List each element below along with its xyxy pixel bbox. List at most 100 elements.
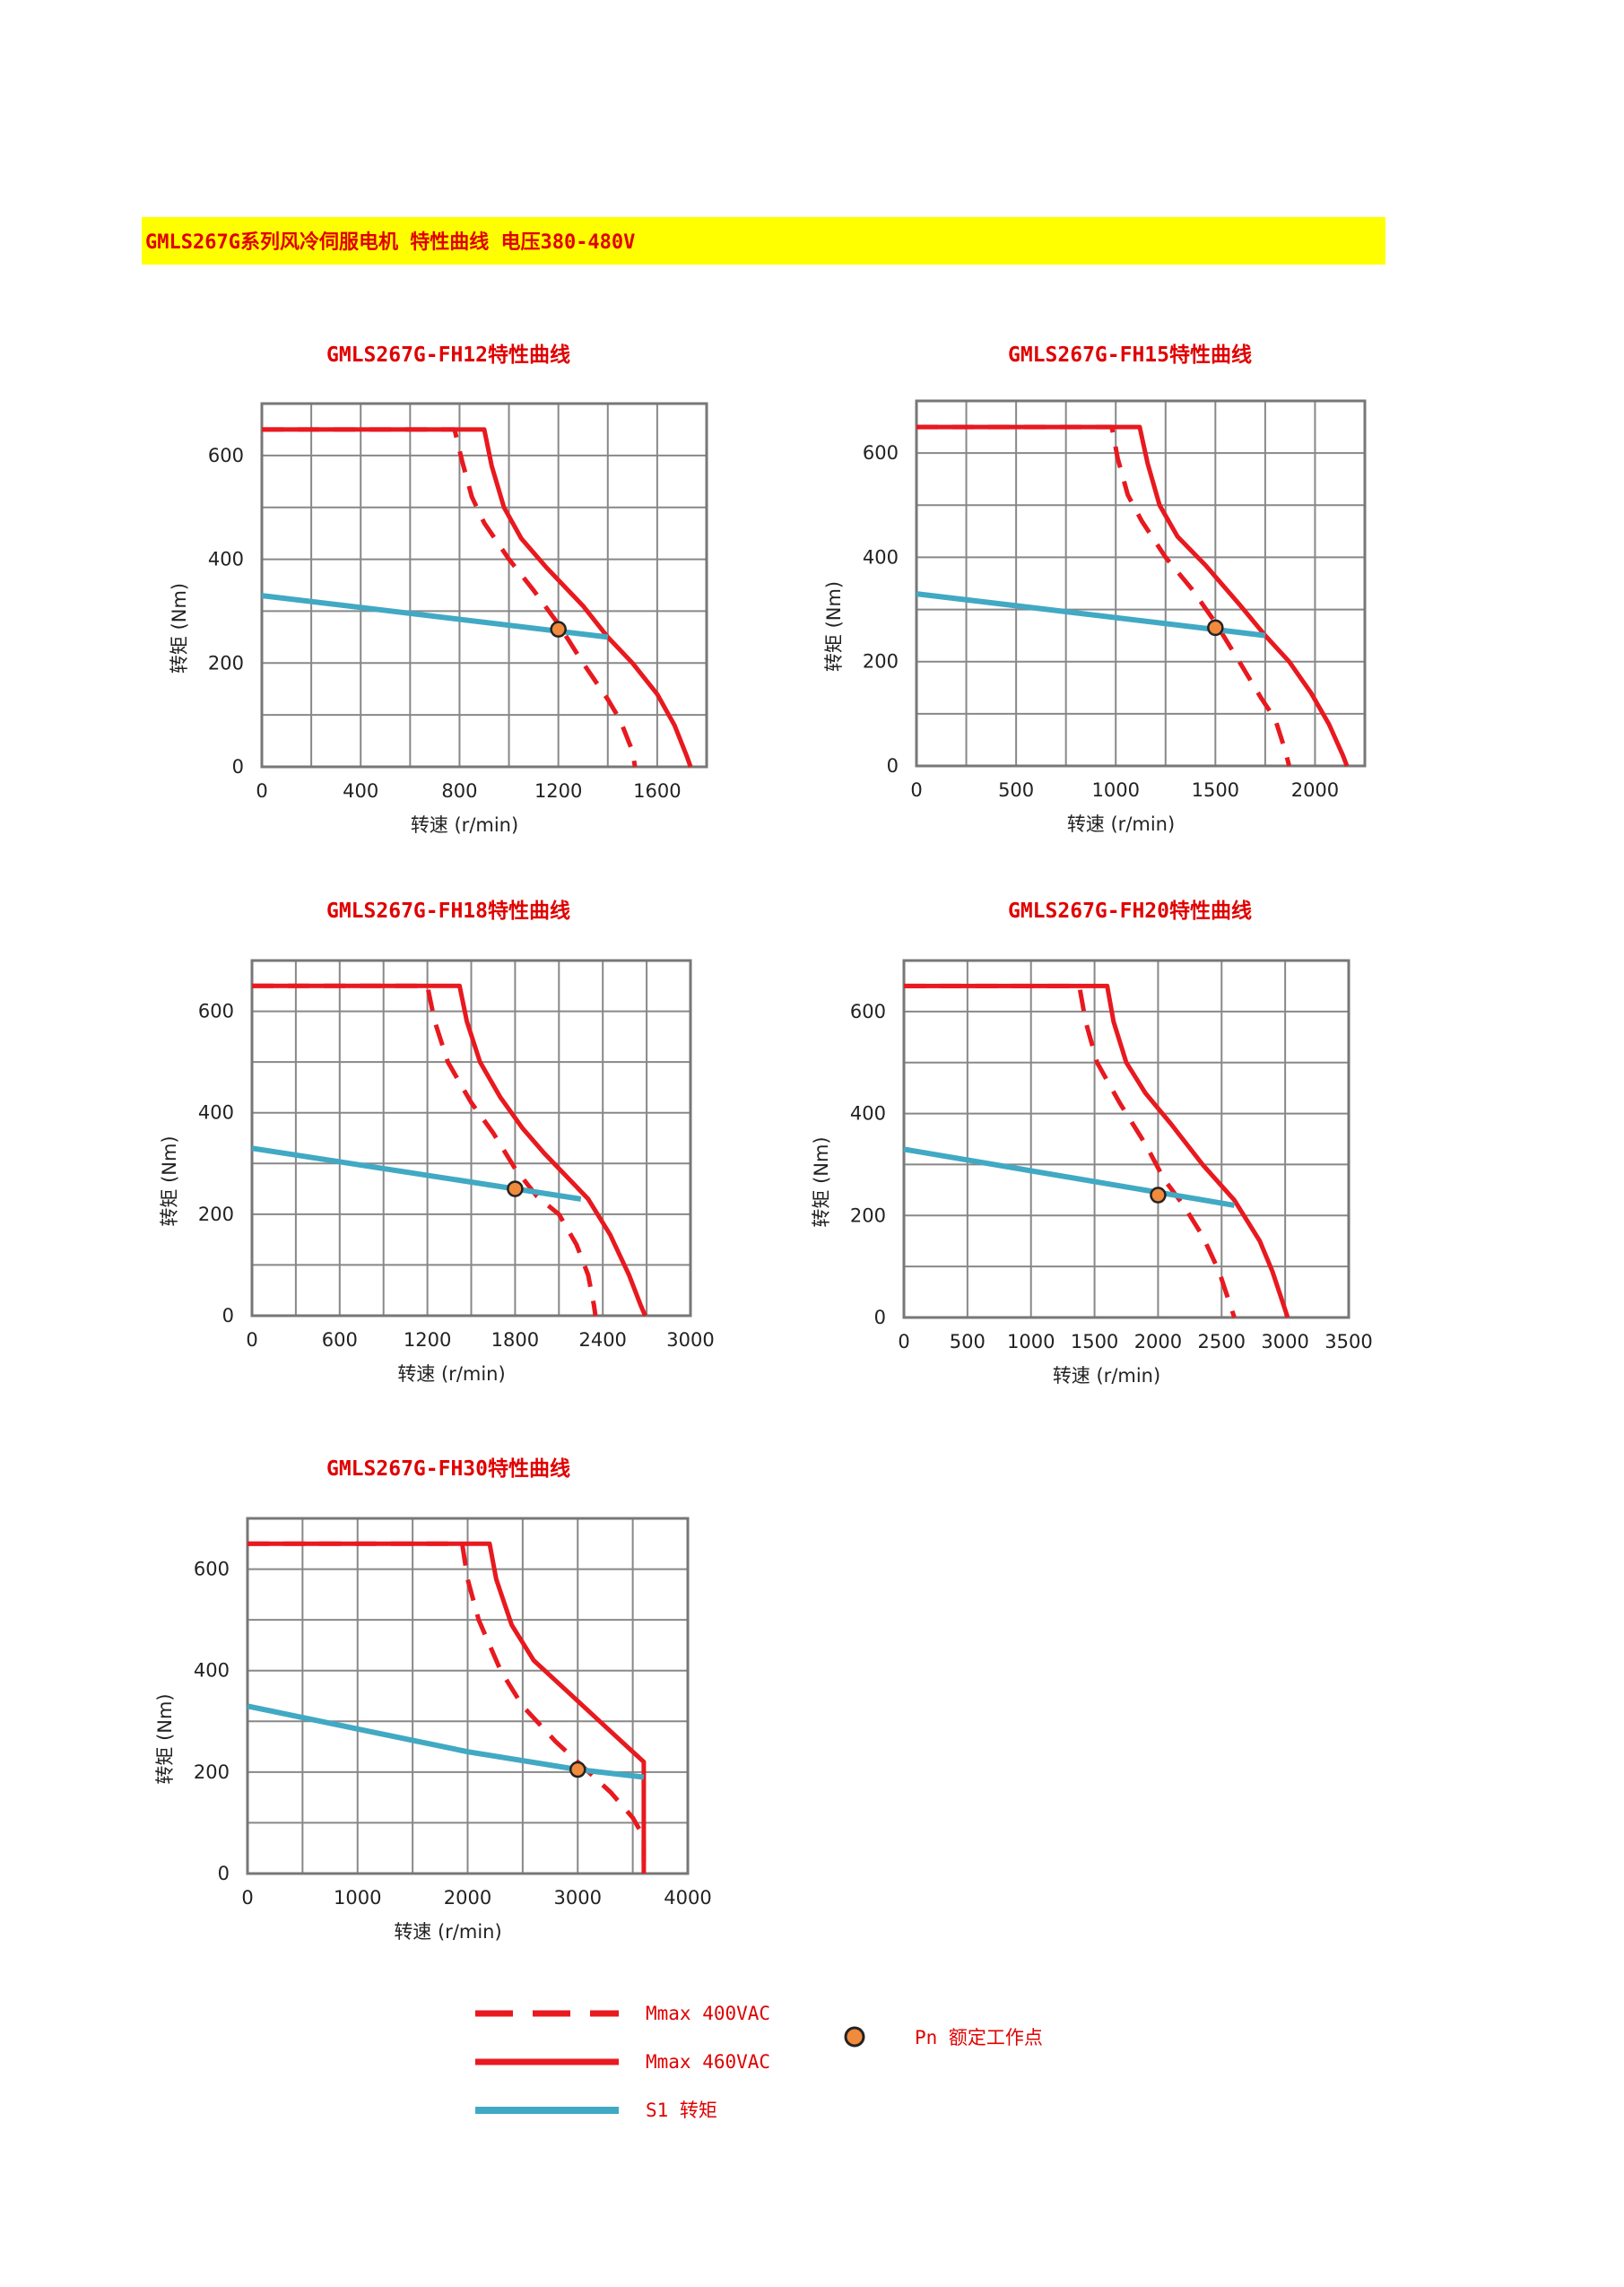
- x-tick-label: 1200: [404, 1329, 451, 1351]
- rated-point-marker: [1150, 1187, 1167, 1204]
- chart-2: GMLS267G-FH15特性曲线 0 500 1000 1500 2000 0 200 400…: [823, 343, 1367, 835]
- y-axis-label: 转矩 (Nm): [159, 1135, 180, 1226]
- y-tick-label: 0: [874, 1307, 886, 1328]
- y-tick-label: 400: [198, 1102, 234, 1124]
- mmax-400vac-line: [248, 1541, 647, 1874]
- y-tick-label: 400: [194, 1660, 230, 1682]
- plot-frame: [246, 1517, 690, 1875]
- x-tick-label: 2000: [444, 1887, 491, 1909]
- x-tick-label: 2400: [578, 1329, 626, 1351]
- s1-torque-line: [903, 1146, 1236, 1208]
- legend-label-mmax-460: Mmax 460VAC: [646, 2051, 770, 2073]
- plot-frame: [915, 399, 1367, 768]
- y-tick-label: 200: [863, 651, 899, 673]
- s1-torque-line: [247, 1703, 645, 1780]
- x-tick-label: 0: [256, 780, 267, 802]
- legend: Mmax 400VAC Mmax 460VAC S1 转矩 Pn 额定工作点: [475, 2003, 1043, 2121]
- mmax-460vac-line: [252, 983, 647, 1317]
- x-tick-label: 600: [322, 1329, 358, 1351]
- chart-title: GMLS267G-FH18特性曲线: [326, 899, 570, 923]
- x-tick-label: 1500: [1071, 1331, 1118, 1352]
- y-tick-label: 600: [194, 1559, 230, 1580]
- plot-frame: [902, 959, 1350, 1319]
- y-tick-label: 400: [850, 1103, 886, 1125]
- x-tick-label: 3000: [666, 1329, 714, 1351]
- chart-title: GMLS267G-FH30特性曲线: [326, 1457, 570, 1481]
- x-axis-label: 转速 (r/min): [1067, 813, 1175, 835]
- x-tick-label: 1500: [1192, 779, 1239, 801]
- mmax-460vac-line: [916, 424, 1350, 767]
- plot-frame: [260, 402, 708, 769]
- rated-point-marker: [550, 621, 567, 638]
- y-tick-label: 200: [208, 652, 244, 674]
- x-axis-label: 转速 (r/min): [411, 814, 518, 836]
- x-tick-label: 0: [910, 779, 922, 801]
- y-tick-label: 600: [850, 1001, 886, 1022]
- y-tick-label: 400: [208, 549, 244, 570]
- y-tick-label: 400: [863, 546, 899, 568]
- x-tick-label: 0: [241, 1887, 253, 1909]
- x-tick-label: 1800: [491, 1329, 539, 1351]
- x-axis-label: 转速 (r/min): [1053, 1365, 1160, 1387]
- x-tick-label: 4000: [664, 1887, 711, 1909]
- y-axis-label: 转矩 (Nm): [823, 581, 845, 672]
- y-tick-label: 200: [850, 1204, 886, 1226]
- mmax-460vac-line: [904, 983, 1290, 1318]
- legend-swatch-pn: [844, 2026, 865, 2048]
- y-tick-label: 0: [887, 755, 899, 777]
- s1-torque-line: [251, 1145, 582, 1202]
- x-tick-label: 2000: [1291, 779, 1339, 801]
- y-tick-label: 600: [198, 1001, 234, 1022]
- legend-label-s1: S1 转矩: [646, 2100, 717, 2121]
- y-tick-label: 600: [863, 442, 899, 464]
- plot-frame: [250, 959, 692, 1317]
- mmax-400vac-line: [904, 983, 1237, 1318]
- x-tick-label: 3000: [554, 1887, 602, 1909]
- y-tick-label: 0: [222, 1305, 234, 1326]
- x-tick-label: 800: [441, 780, 477, 802]
- x-tick-label: 3500: [1324, 1331, 1372, 1352]
- chart-3: GMLS267G-FH18特性曲线 0 600 1200 1800 2400 3000 0 20…: [159, 899, 715, 1385]
- y-tick-label: 0: [218, 1863, 230, 1884]
- x-tick-label: 1200: [534, 780, 582, 802]
- x-tick-label: 1600: [633, 780, 681, 802]
- x-tick-label: 2000: [1134, 1331, 1182, 1352]
- x-tick-label: 1000: [1007, 1331, 1055, 1352]
- page-title: GMLS267G系列风冷伺服电机 特性曲线 电压380-480V: [145, 231, 636, 254]
- chart-title: GMLS267G-FH12特性曲线: [326, 343, 570, 367]
- y-axis-label: 转矩 (Nm): [811, 1136, 832, 1227]
- x-tick-label: 500: [998, 779, 1034, 801]
- x-tick-label: 400: [343, 780, 378, 802]
- legend-label-mmax-400: Mmax 400VAC: [646, 2003, 770, 2024]
- mmax-400vac-line: [916, 424, 1292, 767]
- x-tick-label: 2500: [1198, 1331, 1246, 1352]
- mmax-400vac-line: [262, 427, 638, 768]
- mmax-460vac-line: [262, 427, 693, 768]
- x-tick-label: 500: [950, 1331, 986, 1352]
- mmax-460vac-line: [248, 1541, 647, 1874]
- x-tick-label: 3000: [1261, 1331, 1308, 1352]
- y-axis-label: 转矩 (Nm): [154, 1693, 176, 1784]
- y-tick-label: 200: [198, 1204, 234, 1225]
- chart-title: GMLS267G-FH15特性曲线: [1008, 343, 1252, 367]
- x-axis-label: 转速 (r/min): [394, 1921, 501, 1943]
- title-banner: GMLS267G系列风冷伺服电机 特性曲线 电压380-480V: [142, 217, 1385, 265]
- x-tick-label: 1000: [334, 1887, 381, 1909]
- chart-title: GMLS267G-FH20特性曲线: [1008, 899, 1252, 923]
- rated-point-marker: [1207, 619, 1224, 637]
- x-tick-label: 1000: [1091, 779, 1139, 801]
- legend-label-pn: Pn 额定工作点: [915, 2027, 1043, 2048]
- x-tick-label: 0: [246, 1329, 257, 1351]
- y-tick-label: 0: [232, 756, 244, 778]
- x-axis-label: 转速 (r/min): [397, 1363, 505, 1385]
- chart-1: GMLS267G-FH12特性曲线 0 400 800 1200 1600 0 200 400 6…: [169, 343, 708, 836]
- s1-torque-line: [916, 591, 1266, 639]
- y-axis-label: 转矩 (Nm): [169, 583, 190, 674]
- mmax-400vac-line: [252, 983, 598, 1317]
- x-tick-label: 0: [898, 1331, 909, 1352]
- y-tick-label: 600: [208, 445, 244, 466]
- y-tick-label: 200: [194, 1761, 230, 1783]
- chart-5: GMLS267G-FH30特性曲线 0 1000 2000 3000 4000 0 200 40…: [154, 1457, 712, 1943]
